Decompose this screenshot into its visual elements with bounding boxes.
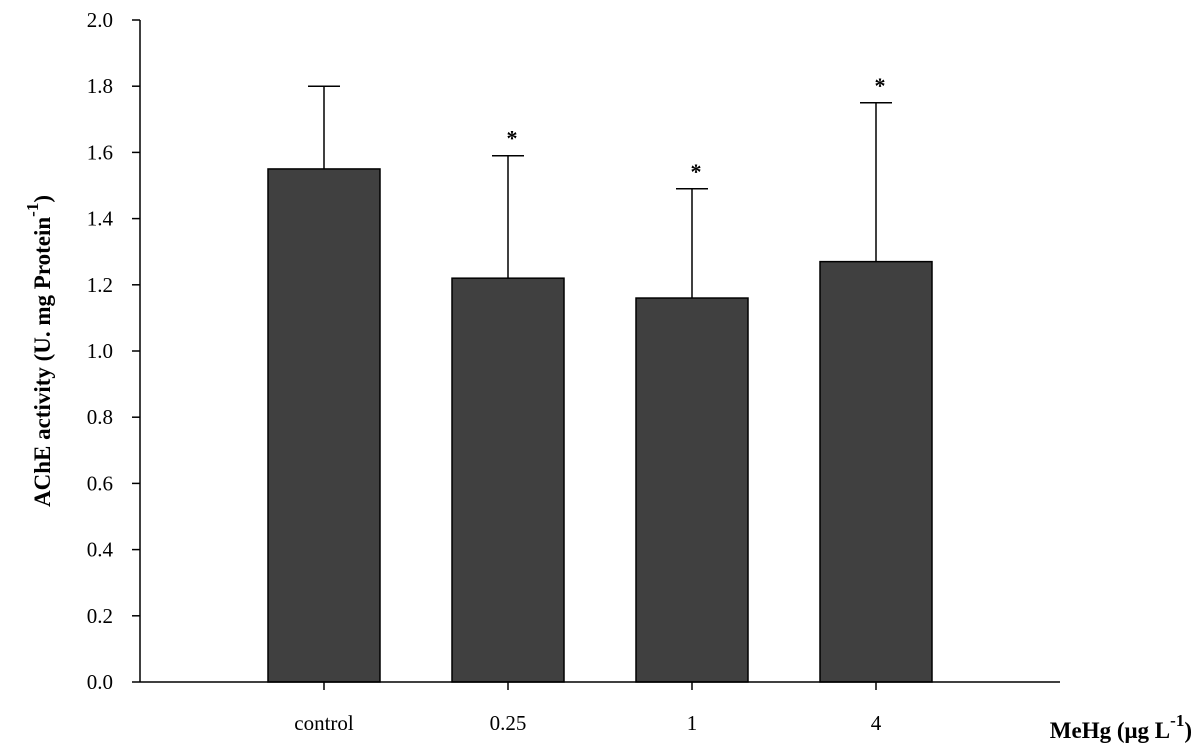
y-axis-title: AChE activity (U. mg Protein-1) — [23, 195, 55, 507]
y-axis-title-main: AChE activity (U. mg Protein — [30, 217, 55, 507]
x-tick-label: control — [294, 711, 354, 735]
bar — [635, 297, 749, 683]
y-axis-title-sup: -1 — [23, 203, 42, 217]
y-tick-label: 2.0 — [87, 8, 113, 32]
x-tick-label: 1 — [687, 711, 698, 735]
y-tick-label: 1.6 — [87, 140, 113, 164]
bar — [267, 168, 381, 683]
error-bars-group — [308, 85, 892, 299]
y-tick-label: 1.8 — [87, 74, 113, 98]
x-axis-title-end: ) — [1184, 718, 1192, 743]
significance-marker: * — [691, 159, 702, 184]
y-tick-label: 0.2 — [87, 604, 113, 628]
y-ticks-group: 0.0 0.2 0.4 0.6 0.8 1.0 1.2 1.4 1.6 1.8 2.0 — [87, 8, 140, 694]
y-tick-label: 0.4 — [87, 538, 114, 562]
x-axis-title: MeHg (μg L-1) — [1050, 711, 1192, 743]
y-tick-label: 1.0 — [87, 339, 113, 363]
bar — [451, 277, 565, 683]
y-tick-label: 0.6 — [87, 471, 113, 495]
significance-marker: * — [507, 126, 518, 151]
y-axis-title-end: ) — [30, 195, 55, 203]
bar — [819, 260, 933, 683]
x-tick-label: 0.25 — [490, 711, 527, 735]
x-tick-label: 4 — [871, 711, 882, 735]
x-ticks-group: control 0.25 1 4 — [294, 682, 882, 735]
significance-marker: * — [875, 73, 886, 98]
significance-group: * * * — [507, 73, 886, 184]
x-axis-title-sup: -1 — [1170, 711, 1184, 730]
y-tick-label: 0.8 — [87, 405, 113, 429]
y-tick-label: 1.2 — [87, 273, 113, 297]
y-tick-label: 1.4 — [87, 207, 114, 231]
bars-group — [267, 168, 933, 683]
x-axis-title-main: MeHg (μg L — [1050, 718, 1170, 743]
y-tick-label: 0.0 — [87, 670, 113, 694]
